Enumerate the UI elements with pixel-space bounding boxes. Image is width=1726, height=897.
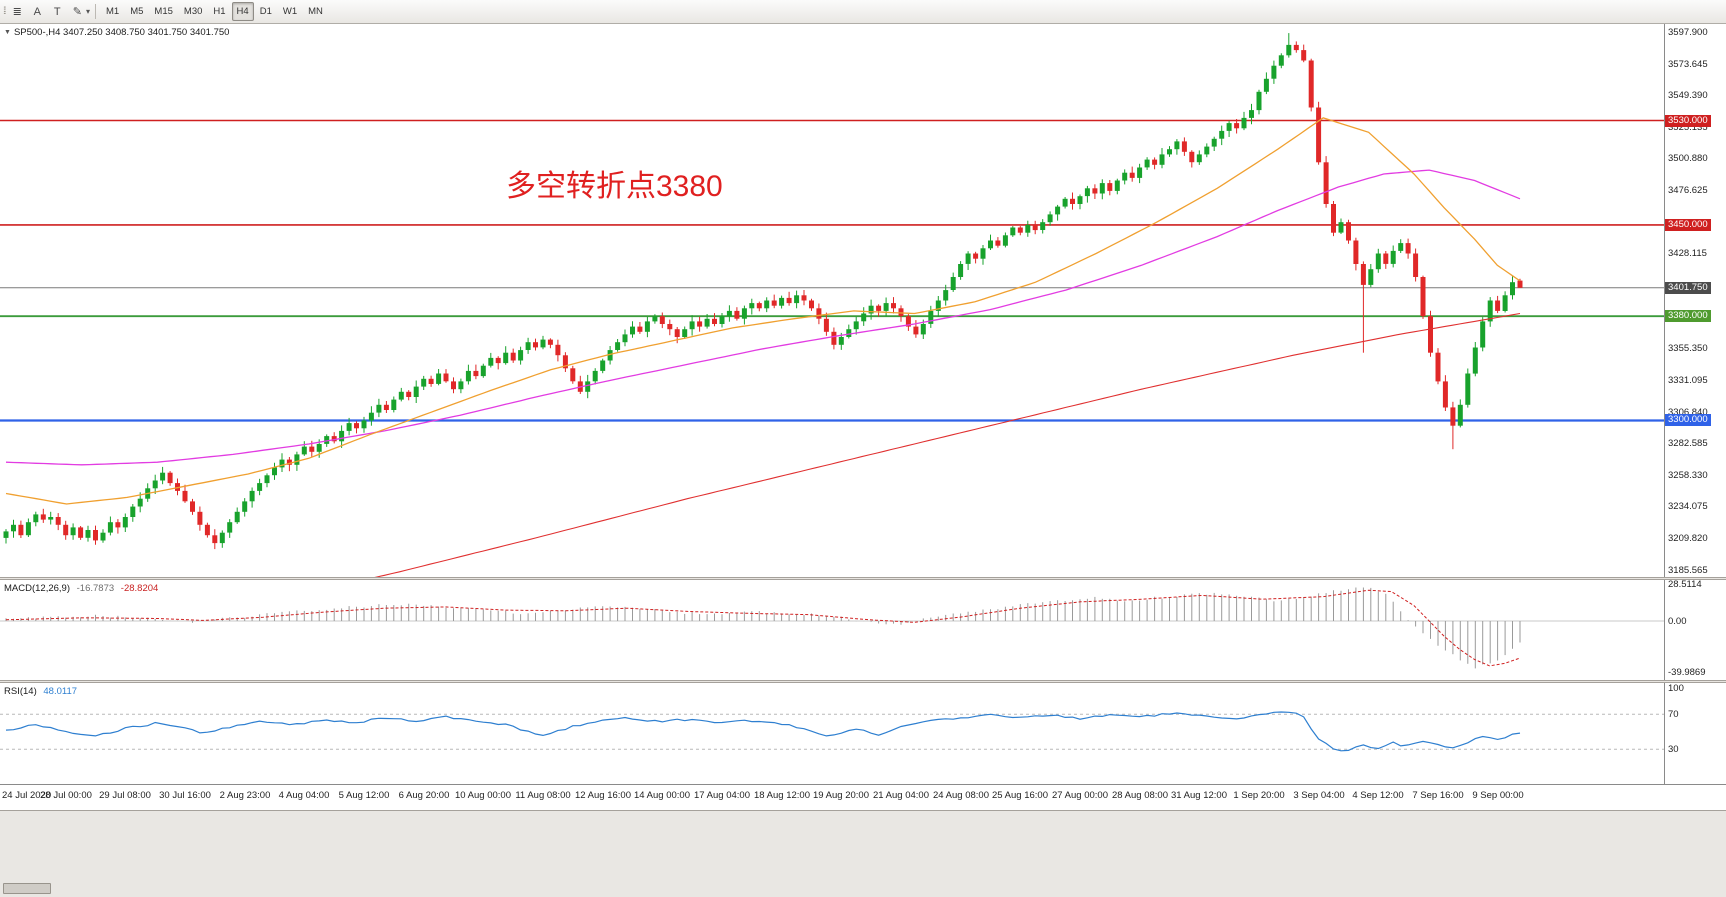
y-axis-label: 3234.075 [1668, 501, 1708, 512]
y-axis-label: 3428.115 [1668, 248, 1707, 259]
rsi-axis-label: 100 [1668, 683, 1684, 694]
main-chart-panel[interactable]: ▼ SP500-,H4 3407.250 3408.750 3401.750 34… [0, 24, 1726, 577]
x-axis-label: 3 Sep 04:00 [1293, 790, 1345, 801]
x-axis-label: 12 Aug 16:00 [575, 790, 631, 801]
price-tag: 3450.000 [1665, 219, 1711, 231]
tf-m15[interactable]: M15 [149, 2, 177, 21]
horizontal-scrollbar[interactable] [3, 883, 51, 894]
macd-axis-label: -39.9869 [1668, 667, 1706, 678]
price-tag: 3401.750 [1665, 282, 1711, 294]
y-axis-label: 3525.135 [1668, 122, 1708, 133]
y-axis-label: 3573.645 [1668, 59, 1708, 70]
panel-splitter[interactable] [0, 680, 1726, 683]
x-axis-label: 19 Aug 20:00 [813, 790, 869, 801]
x-axis-label: 14 Aug 00:00 [634, 790, 690, 801]
rsi-value: 48.0117 [43, 686, 78, 697]
x-axis-label: 27 Aug 00:00 [1052, 790, 1108, 801]
dropdown-caret-icon[interactable]: ▾ [86, 7, 91, 16]
price-tag: 3300.000 [1665, 414, 1711, 426]
chart-window: ▼ SP500-,H4 3407.250 3408.750 3401.750 34… [0, 24, 1726, 897]
rsi-label: RSI(14) 48.0117 [4, 686, 77, 697]
tf-m30[interactable]: M30 [179, 2, 207, 21]
templates-icon[interactable]: ≣ [12, 6, 22, 18]
x-axis-label: 10 Aug 00:00 [455, 790, 511, 801]
toolbar-separator [95, 4, 97, 19]
rsi-canvas[interactable] [0, 683, 1664, 784]
x-axis-label: 24 Aug 08:00 [933, 790, 989, 801]
rsi-axis-label: 30 [1668, 744, 1679, 755]
text-box-icon[interactable]: T [53, 5, 61, 18]
y-axis-label: 3282.585 [1668, 438, 1708, 449]
y-axis-label: 3258.330 [1668, 470, 1708, 481]
x-axis-label: 5 Aug 12:00 [338, 790, 390, 801]
y-axis-label: 3476.625 [1668, 185, 1708, 196]
y-axis-label: 3209.820 [1668, 533, 1708, 544]
toolbar-drag-handle-icon[interactable]: ⁞⁞ [3, 6, 6, 17]
draw-style-icon[interactable]: ✎ [72, 6, 82, 18]
x-axis-label: 4 Aug 04:00 [278, 790, 330, 801]
tf-m1[interactable]: M1 [101, 2, 124, 21]
tf-m5[interactable]: M5 [125, 2, 148, 21]
tf-mn[interactable]: MN [303, 2, 328, 21]
tf-h4[interactable]: H4 [231, 2, 254, 21]
x-axis-label: 2 Aug 23:00 [219, 790, 271, 801]
x-axis-label: 9 Sep 00:00 [1472, 790, 1524, 801]
y-axis-label: 3331.095 [1668, 375, 1708, 386]
tf-w1[interactable]: W1 [278, 2, 302, 21]
price-tag: 3530.000 [1665, 115, 1711, 127]
macd-panel[interactable]: MACD(12,26,9) -16.7873 -28.8204 28.5114 0… [0, 580, 1726, 680]
tf-d1[interactable]: D1 [255, 2, 277, 21]
y-axis-label: 3185.565 [1668, 565, 1708, 576]
x-axis-label: 11 Aug 08:00 [515, 790, 571, 801]
annotation-text: 多空转折点3380 [506, 170, 723, 203]
x-axis-label: 17 Aug 04:00 [694, 790, 750, 801]
macd-axis-label: 0.00 [1668, 616, 1687, 627]
x-axis-label: 31 Aug 12:00 [1171, 790, 1227, 801]
price-tag: 3380.000 [1665, 310, 1711, 322]
rsi-title: RSI(14) [4, 686, 37, 697]
macd-axis[interactable]: 28.5114 0.00 -39.9869 [1664, 580, 1726, 680]
x-axis-label: 28 Aug 08:00 [1112, 790, 1168, 801]
y-axis-label: 3597.900 [1668, 27, 1708, 38]
bottom-strip [0, 810, 1726, 897]
x-axis-label: 4 Sep 12:00 [1352, 790, 1404, 801]
macd-axis-label: 28.5114 [1668, 580, 1702, 590]
text-annotation-icon[interactable]: A [33, 5, 41, 18]
x-axis-label: 18 Aug 12:00 [754, 790, 810, 801]
symbol-ohlc-text: SP500-,H4 3407.250 3408.750 3401.750 340… [13, 27, 230, 38]
x-axis-label: 30 Jul 16:00 [159, 790, 211, 801]
x-axis-label: 7 Sep 16:00 [1412, 790, 1464, 801]
time-axis[interactable]: 24 Jul 2020 28 Jul 00:00 29 Jul 08:00 30 Ju… [0, 784, 1726, 810]
y-axis-label: 3306.840 [1668, 407, 1708, 418]
top-toolbar: ⁞⁞ ≣ A T ✎ ▾ M1 M5 M15 M30 H1 H4 D1 W1 M… [0, 0, 1726, 24]
x-axis-label: 24 Jul 2020 [2, 790, 52, 801]
x-axis-label: 25 Aug 16:00 [992, 790, 1048, 801]
macd-label: MACD(12,26,9) -16.7873 -28.8204 [4, 583, 158, 594]
macd-main-value: -16.7873 [76, 583, 115, 594]
ohlc-header: ▼ SP500-,H4 3407.250 3408.750 3401.750 34… [4, 27, 229, 38]
macd-signal-value: -28.8204 [120, 583, 159, 594]
y-axis-label: 3500.880 [1668, 153, 1708, 164]
price-chart-canvas[interactable] [0, 24, 1664, 577]
macd-canvas[interactable] [0, 580, 1664, 680]
panel-splitter[interactable] [0, 577, 1726, 580]
x-axis-label: 6 Aug 20:00 [398, 790, 450, 801]
macd-title: MACD(12,26,9) [4, 583, 70, 594]
rsi-axis-label: 70 [1668, 709, 1679, 720]
y-axis-label: 3355.350 [1668, 343, 1708, 354]
tf-h1[interactable]: H1 [208, 2, 230, 21]
rsi-panel[interactable]: RSI(14) 48.0117 100 70 30 [0, 683, 1726, 784]
price-axis[interactable]: 3597.900 3573.645 3549.390 3525.135 3500.880… [1664, 24, 1726, 577]
x-axis-label: 1 Sep 20:00 [1233, 790, 1285, 801]
rsi-axis[interactable]: 100 70 30 [1664, 683, 1726, 784]
x-axis-label: 21 Aug 04:00 [873, 790, 929, 801]
y-axis-label: 3549.390 [1668, 90, 1708, 101]
collapse-triangle-icon[interactable]: ▼ [4, 29, 11, 36]
x-axis-label: 29 Jul 08:00 [99, 790, 151, 801]
x-axis-label: 28 Jul 00:00 [40, 790, 92, 801]
